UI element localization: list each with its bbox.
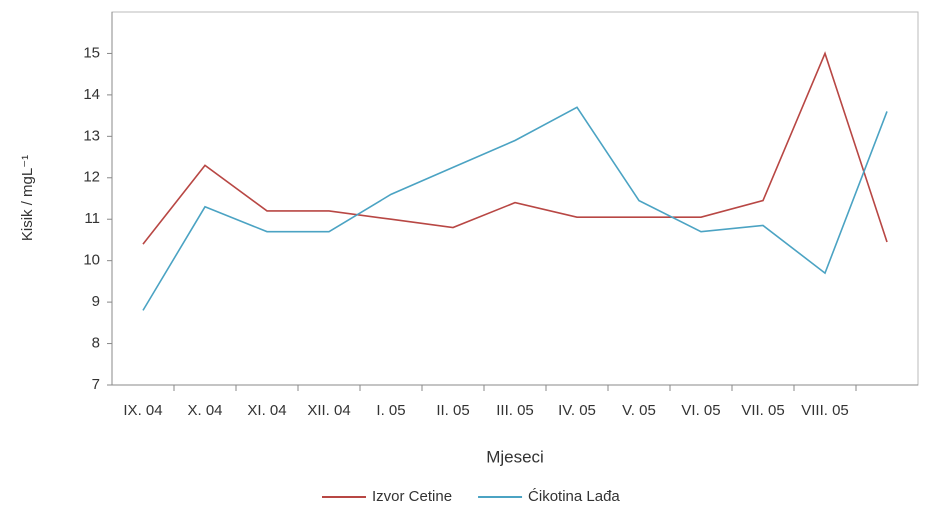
x-tick-label: VII. 05 (741, 402, 784, 419)
x-tick-label: VIII. 05 (801, 402, 849, 419)
x-tick-label: X. 04 (187, 402, 222, 419)
x-tick-label: VI. 05 (681, 402, 720, 419)
y-axis-label: Kisik / mgL⁻¹ (19, 155, 36, 241)
series-line (142, 51, 888, 245)
x-axis-label: Mjeseci (486, 447, 544, 466)
x-tick-label: IV. 05 (558, 402, 596, 419)
series-line (142, 106, 888, 311)
y-tick-label: 12 (83, 169, 100, 186)
plot-frame (111, 11, 919, 386)
y-tick-label: 8 (92, 335, 100, 352)
x-tick-label: III. 05 (496, 402, 534, 419)
x-tick-label: II. 05 (436, 402, 469, 419)
y-tick-label: 11 (84, 210, 100, 227)
y-tick-label: 9 (92, 293, 100, 310)
y-tick-label: 14 (83, 86, 100, 103)
y-tick-label: 7 (92, 376, 100, 393)
x-tick-label: XII. 04 (307, 402, 350, 419)
x-tick-label: I. 05 (376, 402, 405, 419)
legend-label: Izvor Cetine (372, 488, 452, 505)
y-tick-label: 10 (83, 252, 100, 269)
x-tick-label: XI. 04 (247, 402, 286, 419)
y-tick-label: 13 (83, 127, 100, 144)
x-tick-label: IX. 04 (123, 402, 162, 419)
x-tick-label: V. 05 (622, 402, 656, 419)
y-tick-label: 15 (83, 44, 100, 61)
legend-label: Ćikotina Lađa (528, 488, 620, 505)
